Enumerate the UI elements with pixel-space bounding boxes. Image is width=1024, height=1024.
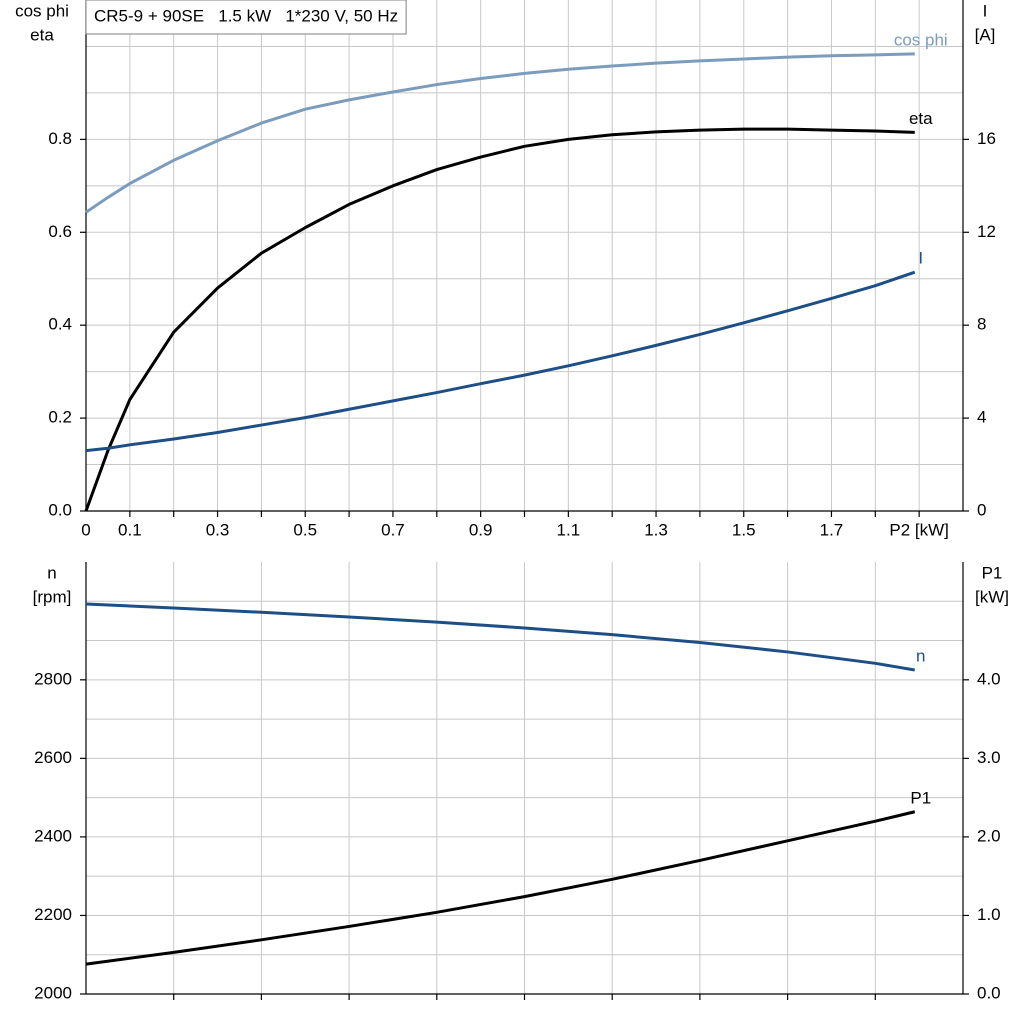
title-box	[85, 0, 407, 35]
series-label: I	[918, 249, 923, 268]
series-line	[85, 52, 915, 214]
y-tick-label: 0.6	[48, 222, 72, 241]
y2-tick-label: 12	[977, 222, 996, 241]
y2-tick-label: 16	[977, 129, 996, 148]
y-axis-title: n	[47, 563, 56, 582]
series-line	[84, 127, 915, 512]
y2-tick-label: 3.0	[977, 748, 1001, 767]
y2-axis-title: I	[983, 1, 988, 20]
x-tick-label: 0	[81, 520, 90, 539]
series-line	[85, 810, 916, 966]
series-label: n	[916, 646, 925, 665]
series-label: eta	[909, 109, 933, 128]
series-label: P1	[910, 788, 931, 807]
y2-tick-label: 8	[977, 315, 986, 334]
y2-tick-label: 1.0	[977, 905, 1001, 924]
y-axis-title: cos phi	[15, 1, 69, 20]
x-tick-label: 0.5	[293, 520, 317, 539]
series-label: cos phi	[894, 30, 948, 49]
x-tick-label: 0.3	[206, 520, 230, 539]
y-tick-label: 0.8	[48, 129, 72, 148]
y-tick-label: 0.0	[48, 500, 72, 519]
y-tick-label: 2000	[34, 983, 72, 1002]
x-tick-label: P2 [kW]	[889, 520, 949, 539]
y2-tick-label: 4	[977, 408, 986, 427]
x-tick-label: 0.9	[469, 520, 493, 539]
y-tick-label: 2600	[34, 748, 72, 767]
x-tick-label: 1.7	[820, 520, 844, 539]
x-tick-label: 0.1	[118, 520, 142, 539]
series-line	[85, 270, 916, 453]
x-tick-label: 1.1	[557, 520, 581, 539]
chart-title: CR5-9 + 90SE 1.5 kW 1*230 V, 50 Hz	[94, 6, 398, 25]
y-axis-title: [rpm]	[33, 587, 72, 606]
x-tick-label: 1.5	[732, 520, 756, 539]
y-axis-title: eta	[30, 25, 54, 44]
x-tick-label: 1.3	[644, 520, 668, 539]
y2-axis-title: P1	[982, 563, 1003, 582]
y2-tick-label: 0	[977, 500, 986, 519]
y2-axis-title: [A]	[975, 25, 996, 44]
y-tick-label: 2800	[34, 669, 72, 688]
y2-tick-label: 0.0	[977, 983, 1001, 1002]
y2-axis-title: [kW]	[975, 587, 1009, 606]
y-tick-label: 2200	[34, 905, 72, 924]
y2-tick-label: 4.0	[977, 669, 1001, 688]
y-tick-label: 0.4	[48, 315, 72, 334]
y-tick-label: 2400	[34, 826, 72, 845]
y2-tick-label: 2.0	[977, 826, 1001, 845]
series-line	[85, 602, 916, 672]
x-tick-label: 0.7	[381, 520, 405, 539]
y-tick-label: 0.2	[48, 408, 72, 427]
